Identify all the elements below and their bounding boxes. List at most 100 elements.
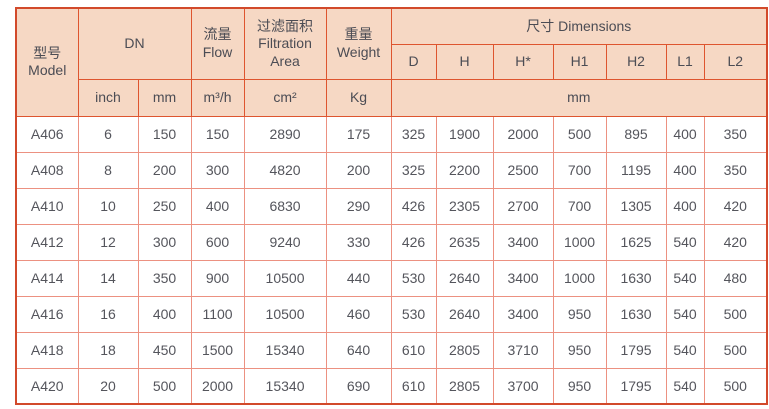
- cell-dn-inch: 12: [77, 223, 139, 261]
- cell-weight: 460: [325, 295, 392, 333]
- cell-dn-inch: 20: [77, 367, 139, 405]
- cell-d: 610: [390, 331, 437, 369]
- header-dim-h-star: H*: [492, 43, 554, 80]
- cell-h: 2640: [435, 259, 494, 297]
- cell-h1: 700: [552, 187, 607, 225]
- header-dimensions: 尺寸 Dimensions: [390, 7, 768, 45]
- cell-h: 2805: [435, 331, 494, 369]
- cell-flow: 600: [190, 223, 245, 261]
- cell-l2: 350: [703, 115, 768, 153]
- cell-flow: 300: [190, 151, 245, 189]
- cell-l2: 500: [703, 367, 768, 405]
- cell-weight: 690: [325, 367, 392, 405]
- cell-filtration-area: 15340: [243, 367, 327, 405]
- cell-h1: 950: [552, 331, 607, 369]
- cell-h1: 950: [552, 295, 607, 333]
- cell-h: 1900: [435, 115, 494, 153]
- cell-h: 2635: [435, 223, 494, 261]
- cell-l1: 400: [665, 115, 705, 153]
- cell-l2: 420: [703, 187, 768, 225]
- cell-flow: 1500: [190, 331, 245, 369]
- cell-h-star: 3400: [492, 223, 554, 261]
- header-row-units: inch mm m³/h cm² Kg mm: [16, 78, 768, 117]
- cell-filtration-area: 6830: [243, 187, 327, 225]
- table-row: A418 18 450 1500 15340 640 610 2805 3710…: [15, 331, 768, 369]
- header-dim-h1: H1: [552, 43, 607, 80]
- cell-h1: 700: [552, 151, 607, 189]
- cell-flow: 400: [190, 187, 245, 225]
- cell-flow: 2000: [190, 367, 245, 405]
- cell-filtration-area: 9240: [243, 223, 327, 261]
- cell-d: 426: [390, 187, 437, 225]
- table-row: A408 8 200 300 4820 200 325 2200 2500 70…: [15, 151, 768, 189]
- header-dim-l2: L2: [703, 43, 768, 80]
- header-dim-h: H: [435, 43, 494, 80]
- header-row-2: D H H* H1 H2 L1 L2: [16, 43, 768, 80]
- cell-h2: 1630: [605, 259, 667, 297]
- cell-d: 325: [390, 151, 437, 189]
- cell-h2: 1195: [605, 151, 667, 189]
- cell-dn-inch: 10: [77, 187, 139, 225]
- cell-l2: 500: [703, 331, 768, 369]
- cell-h: 2305: [435, 187, 494, 225]
- cell-model: A406: [15, 115, 79, 153]
- cell-l1: 400: [665, 151, 705, 189]
- cell-l1: 400: [665, 187, 705, 225]
- cell-h2: 895: [605, 115, 667, 153]
- cell-flow: 150: [190, 115, 245, 153]
- cell-l1: 540: [665, 223, 705, 261]
- table-row: A420 20 500 2000 15340 690 610 2805 3700…: [15, 367, 768, 405]
- cell-weight: 330: [325, 223, 392, 261]
- cell-model: A420: [15, 367, 79, 405]
- cell-dn-mm: 250: [137, 187, 192, 225]
- table-row: A406 6 150 150 2890 175 325 1900 2000 50…: [15, 115, 768, 153]
- header-filtration-area: 过滤面积 Filtration Area: [243, 7, 327, 80]
- cell-dn-mm: 450: [137, 331, 192, 369]
- cell-h-star: 2500: [492, 151, 554, 189]
- cell-dn-inch: 16: [77, 295, 139, 333]
- cell-h-star: 3400: [492, 295, 554, 333]
- cell-model: A418: [15, 331, 79, 369]
- cell-h2: 1625: [605, 223, 667, 261]
- header-row-1: 型号 Model DN 流量 Flow 过滤面积 Filtration Area…: [15, 7, 768, 117]
- cell-flow: 1100: [190, 295, 245, 333]
- cell-d: 530: [390, 295, 437, 333]
- table-row: A416 16 400 1100 10500 460 530 2640 3400…: [15, 295, 768, 333]
- cell-model: A412: [15, 223, 79, 261]
- cell-h2: 1795: [605, 331, 667, 369]
- cell-model: A414: [15, 259, 79, 297]
- cell-weight: 175: [325, 115, 392, 153]
- header-dim-h2: H2: [605, 43, 667, 80]
- cell-dn-inch: 8: [77, 151, 139, 189]
- cell-weight: 440: [325, 259, 392, 297]
- cell-h-star: 3710: [492, 331, 554, 369]
- cell-model: A410: [15, 187, 79, 225]
- header-flow: 流量 Flow: [190, 7, 245, 80]
- cell-h: 2200: [435, 151, 494, 189]
- cell-h-star: 3400: [492, 259, 554, 297]
- cell-dn-mm: 350: [137, 259, 192, 297]
- cell-dn-inch: 18: [77, 331, 139, 369]
- cell-l1: 540: [665, 331, 705, 369]
- cell-filtration-area: 10500: [243, 295, 327, 333]
- cell-dn-inch: 14: [77, 259, 139, 297]
- cell-h: 2640: [435, 295, 494, 333]
- cell-h2: 1795: [605, 367, 667, 405]
- table-row: A410 10 250 400 6830 290 426 2305 2700 7…: [15, 187, 768, 225]
- cell-l1: 540: [665, 259, 705, 297]
- cell-h1: 950: [552, 367, 607, 405]
- cell-dn-mm: 300: [137, 223, 192, 261]
- cell-filtration-area: 2890: [243, 115, 327, 153]
- unit-dn-mm: mm: [137, 78, 192, 117]
- unit-flow: m³/h: [190, 78, 245, 117]
- cell-d: 325: [390, 115, 437, 153]
- cell-weight: 200: [325, 151, 392, 189]
- cell-dn-mm: 150: [137, 115, 192, 153]
- unit-inch: inch: [77, 78, 139, 117]
- cell-l2: 420: [703, 223, 768, 261]
- cell-h1: 500: [552, 115, 607, 153]
- cell-h1: 1000: [552, 223, 607, 261]
- cell-h2: 1305: [605, 187, 667, 225]
- cell-model: A408: [15, 151, 79, 189]
- header-model: 型号 Model: [15, 7, 79, 117]
